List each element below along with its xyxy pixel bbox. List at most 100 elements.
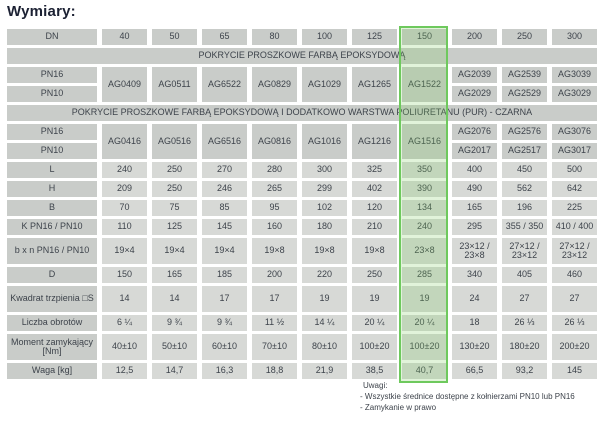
row-label: Liczba obrotów	[7, 315, 97, 331]
dn-header-cell: 100	[302, 29, 347, 45]
dn-header-cell: 300	[552, 29, 597, 45]
value-cell: 24	[452, 286, 497, 312]
value-cell: 23×8	[402, 238, 447, 264]
code-cell: AG1216	[352, 124, 397, 159]
code-cell-pn10: AG2029	[452, 86, 497, 102]
value-cell: 26 ⅓	[502, 315, 547, 331]
value-cell: 285	[402, 267, 447, 283]
value-cell: 66,5	[452, 363, 497, 379]
value-cell: 240	[402, 219, 447, 235]
value-cell: 19	[402, 286, 447, 312]
value-cell: 300	[302, 162, 347, 178]
row-label: K PN16 / PN10	[7, 219, 97, 235]
pn10-label: PN10	[7, 143, 97, 159]
code-cell-pn16: AG2576	[502, 124, 547, 140]
row-label: b x n PN16 / PN10	[7, 238, 97, 264]
value-cell: 18,8	[252, 363, 297, 379]
code-cell-pn10: AG2517	[502, 143, 547, 159]
code-cell: AG1522	[402, 67, 447, 102]
value-cell: 295	[452, 219, 497, 235]
code-cell-pn16: AG2539	[502, 67, 547, 83]
note-line: - Wszystkie średnice dostępne z kołnierz…	[360, 392, 575, 401]
dimension-row: Waga [kg] 12,5 14,7 16,3 18,8 21,9 38,5 40,7 66,…	[7, 363, 597, 379]
code-cell: AG6522	[202, 67, 247, 102]
code-cell: AG0511	[152, 67, 197, 102]
value-cell: 340	[452, 267, 497, 283]
dn-header-cell: 80	[252, 29, 297, 45]
value-cell: 450	[502, 162, 547, 178]
value-cell: 134	[402, 200, 447, 216]
value-cell: 180±20	[502, 334, 547, 360]
value-cell: 562	[502, 181, 547, 197]
epoxy-pn-labels: PN16 PN10	[7, 67, 97, 102]
value-cell: 125	[152, 219, 197, 235]
pur-split-codes: AG2576 AG2517	[502, 124, 547, 159]
value-cell: 6 ¼	[102, 315, 147, 331]
code-cell: AG0816	[252, 124, 297, 159]
code-cell: AG6516	[202, 124, 247, 159]
value-cell: 38,5	[352, 363, 397, 379]
value-cell: 19×8	[302, 238, 347, 264]
dimension-row: B 70 75 85 95 102 120 134 165 196 225	[7, 200, 597, 216]
value-cell: 209	[102, 181, 147, 197]
dimensions-table: DN 40 50 65 80 100 125 150 200 250 300 POKRYCIE PRO…	[7, 29, 597, 379]
value-cell: 225	[552, 200, 597, 216]
value-cell: 14	[102, 286, 147, 312]
value-cell: 100±20	[402, 334, 447, 360]
value-cell: 250	[152, 181, 197, 197]
value-cell: 70	[102, 200, 147, 216]
value-cell: 85	[202, 200, 247, 216]
value-cell: 145	[202, 219, 247, 235]
dimension-row: Liczba obrotów 6 ¼ 9 ¾ 9 ¾ 11 ½ 14 ¼ 20 ¼ 20 ¼ 1…	[7, 315, 597, 331]
value-cell: 23×12 / 23×8	[452, 238, 497, 264]
value-cell: 196	[502, 200, 547, 216]
epoxy-split-codes: AG2039 AG2029	[452, 67, 497, 102]
dimension-row: H 209 250 246 265 299 402 390 490 562 642	[7, 181, 597, 197]
value-cell: 19×4	[202, 238, 247, 264]
value-cell: 460	[552, 267, 597, 283]
value-cell: 220	[302, 267, 347, 283]
value-cell: 402	[352, 181, 397, 197]
value-cell: 165	[152, 267, 197, 283]
epoxy-band-label: POKRYCIE PROSZKOWE FARBĄ EPOKSYDOWĄ	[7, 48, 597, 64]
row-label: Kwadrat trzpienia □S	[7, 286, 97, 312]
value-cell: 16,3	[202, 363, 247, 379]
value-cell: 11 ½	[252, 315, 297, 331]
value-cell: 102	[302, 200, 347, 216]
dn-header-cell: 50	[152, 29, 197, 45]
value-cell: 26 ⅓	[552, 315, 597, 331]
value-cell: 299	[302, 181, 347, 197]
value-cell: 145	[552, 363, 597, 379]
epoxy-split-codes: AG3039 AG3029	[552, 67, 597, 102]
dn-header-row: DN 40 50 65 80 100 125 150 200 250 300	[7, 29, 597, 45]
value-cell: 110	[102, 219, 147, 235]
value-cell: 200	[252, 267, 297, 283]
row-label: H	[7, 181, 97, 197]
pur-band-label: POKRYCIE PROSZKOWE FARBĄ EPOKSYDOWĄ I DO…	[7, 105, 597, 121]
value-cell: 246	[202, 181, 247, 197]
value-cell: 75	[152, 200, 197, 216]
value-cell: 270	[202, 162, 247, 178]
value-cell: 165	[452, 200, 497, 216]
code-cell: AG1516	[402, 124, 447, 159]
value-cell: 180	[302, 219, 347, 235]
code-cell: AG0829	[252, 67, 297, 102]
row-label: B	[7, 200, 97, 216]
epoxy-band-row: POKRYCIE PROSZKOWE FARBĄ EPOKSYDOWĄ	[7, 48, 597, 64]
code-cell: AG0409	[102, 67, 147, 102]
value-cell: 19	[352, 286, 397, 312]
pur-codes-row: PN16 PN10 AG0416 AG0516 AG6516 AG0816 AG1016 AG…	[7, 124, 597, 159]
value-cell: 19×8	[352, 238, 397, 264]
pur-split-codes: AG3076 AG3017	[552, 124, 597, 159]
value-cell: 21,9	[302, 363, 347, 379]
dimension-row: K PN16 / PN10 110 125 145 160 180 210 240 295 355…	[7, 219, 597, 235]
row-label: Moment zamykający [Nm]	[7, 334, 97, 360]
value-cell: 50±10	[152, 334, 197, 360]
value-cell: 265	[252, 181, 297, 197]
value-cell: 95	[252, 200, 297, 216]
value-cell: 9 ¾	[152, 315, 197, 331]
epoxy-split-codes: AG2539 AG2529	[502, 67, 547, 102]
code-cell-pn16: AG3039	[552, 67, 597, 83]
value-cell: 350	[402, 162, 447, 178]
pur-band-row: POKRYCIE PROSZKOWE FARBĄ EPOKSYDOWĄ I DO…	[7, 105, 597, 121]
